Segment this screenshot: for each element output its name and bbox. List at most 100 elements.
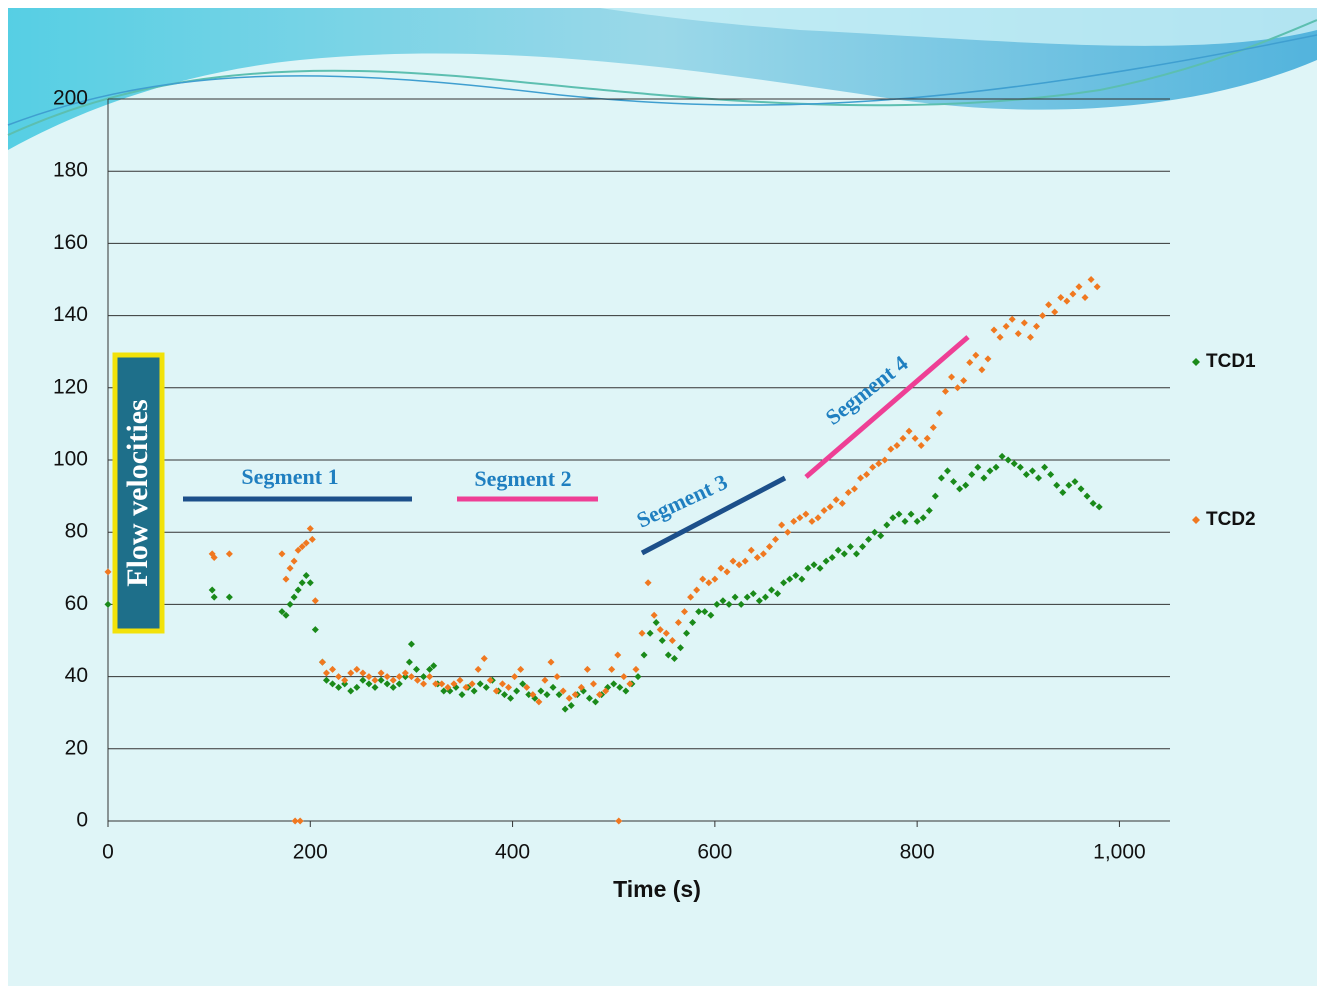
- data-point: [1028, 467, 1036, 475]
- data-point: [689, 618, 697, 626]
- data-point: [1065, 481, 1073, 489]
- data-point: [567, 701, 575, 709]
- data-point: [1075, 283, 1083, 291]
- data-point: [859, 543, 867, 551]
- data-point: [919, 514, 927, 522]
- data-point: [1089, 499, 1097, 507]
- data-point: [632, 665, 640, 673]
- data-point: [486, 676, 494, 684]
- data-point: [978, 366, 986, 374]
- data-point: [810, 561, 818, 569]
- y-label-box: [112, 352, 165, 634]
- data-point: [668, 637, 676, 644]
- data-point: [517, 665, 525, 673]
- data-point: [286, 600, 294, 608]
- data-point: [984, 355, 992, 363]
- y-tick-label: 200: [53, 87, 88, 110]
- data-point: [986, 467, 994, 475]
- y-axis-label: Flow velocities: [121, 399, 154, 586]
- data-point: [767, 586, 775, 594]
- data-point: [549, 683, 557, 691]
- data-point: [980, 474, 988, 482]
- legend-label: TCD1: [1206, 351, 1256, 372]
- data-point: [913, 517, 921, 525]
- data-point: [225, 593, 233, 601]
- data-point: [1020, 319, 1028, 327]
- data-point: [755, 597, 763, 605]
- data-point: [905, 427, 913, 435]
- data-point: [990, 326, 998, 334]
- data-point: [784, 528, 792, 536]
- data-point: [814, 514, 822, 522]
- data-point: [519, 680, 527, 688]
- data-point: [687, 593, 695, 601]
- data-point: [426, 673, 434, 681]
- data-point: [377, 669, 385, 677]
- data-point: [389, 676, 397, 684]
- data-point: [420, 680, 428, 688]
- data-point: [962, 481, 970, 489]
- data-point: [650, 611, 658, 619]
- data-point: [774, 590, 782, 598]
- data-point: [869, 463, 877, 471]
- data-point: [225, 550, 233, 558]
- data-point: [430, 662, 438, 670]
- data-point: [592, 698, 600, 706]
- data-point: [620, 673, 628, 681]
- data-point: [413, 676, 421, 684]
- data-point: [616, 683, 624, 691]
- data-point: [816, 564, 824, 572]
- data-point: [737, 600, 745, 608]
- data-point: [640, 651, 648, 659]
- data-point: [717, 564, 725, 572]
- data-point: [322, 669, 330, 677]
- data-point: [681, 608, 689, 616]
- data-point: [302, 572, 310, 580]
- data-point: [294, 546, 302, 554]
- data-point: [852, 550, 860, 558]
- data-point: [1069, 290, 1077, 298]
- data-point: [747, 546, 755, 554]
- data-point: [104, 600, 112, 608]
- data-point: [705, 579, 713, 587]
- wave: [600, 8, 1317, 46]
- annotation: Segment 2: [474, 466, 571, 491]
- data-point: [871, 528, 879, 536]
- data-point: [846, 543, 854, 551]
- data-point: [778, 521, 786, 529]
- data-point: [565, 694, 573, 702]
- data-point: [1051, 308, 1059, 316]
- data-point: [838, 499, 846, 507]
- data-point: [458, 691, 466, 699]
- data-point: [302, 539, 310, 547]
- data-point: [308, 535, 316, 543]
- x-axis-label: Time (s): [613, 876, 701, 902]
- data-point: [883, 521, 891, 529]
- data-point: [741, 557, 749, 565]
- data-point: [450, 680, 458, 688]
- data-point: [444, 683, 452, 691]
- data-point: [674, 618, 682, 626]
- data-point: [1093, 283, 1101, 291]
- data-point: [401, 673, 409, 681]
- data-point: [426, 665, 434, 673]
- data-point: [359, 669, 367, 677]
- data-point: [863, 470, 871, 478]
- data-point: [832, 496, 840, 504]
- data-point: [948, 373, 956, 381]
- data-point: [278, 608, 286, 616]
- data-point: [610, 680, 618, 688]
- data-point: [347, 669, 355, 677]
- data-point: [1059, 488, 1067, 496]
- data-point: [561, 705, 569, 713]
- data-point: [941, 387, 949, 395]
- data-point: [743, 593, 751, 601]
- data-point: [1016, 463, 1024, 471]
- data-point: [699, 575, 707, 583]
- y-tick-label: 160: [53, 231, 88, 254]
- data-point: [956, 485, 964, 493]
- x-tick-label: 0: [102, 841, 114, 864]
- data-point: [529, 691, 537, 699]
- data-point: [960, 377, 968, 385]
- data-point: [298, 543, 306, 551]
